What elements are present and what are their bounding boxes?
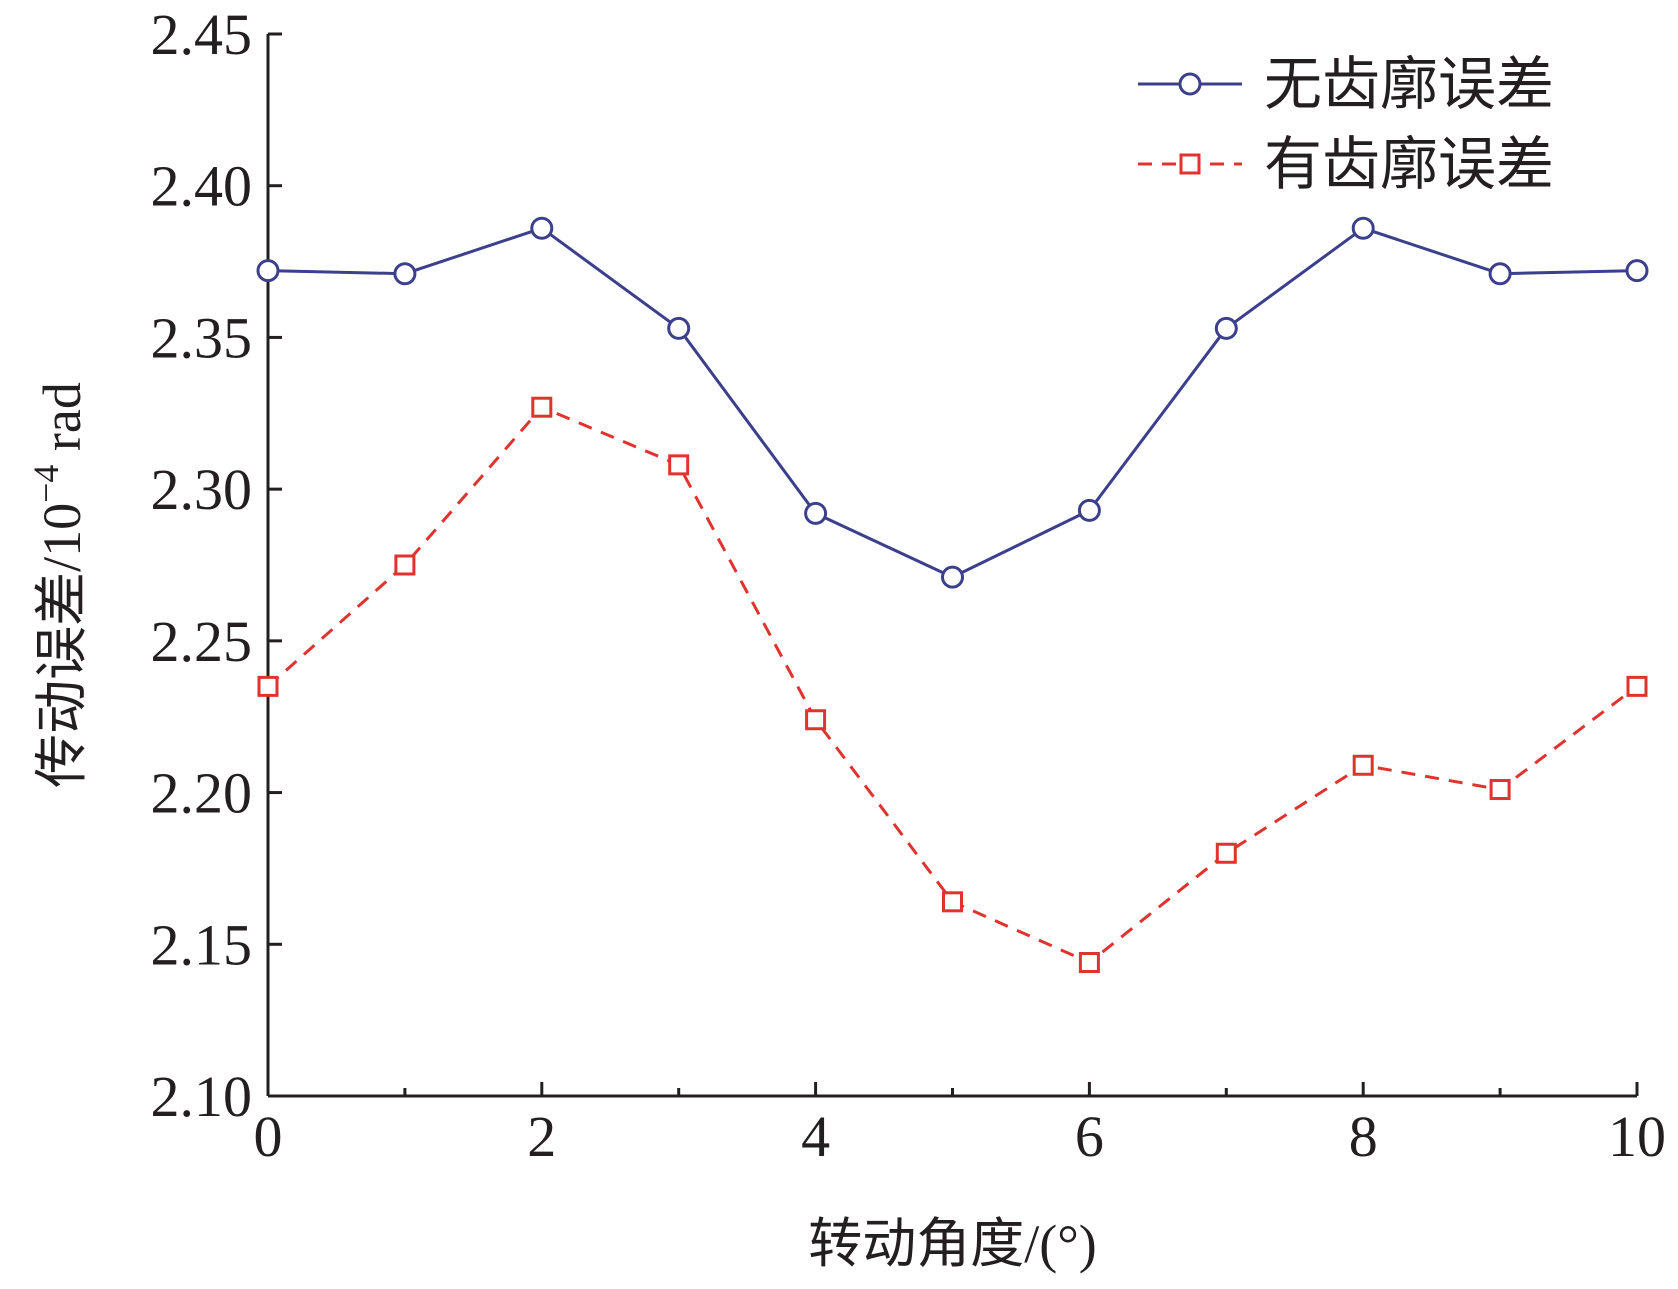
data-point [667, 316, 691, 340]
y-tick-label: 2.35 [151, 305, 253, 370]
y-axis-title: 传动误差/10−4 rad [26, 382, 92, 788]
data-point [1625, 259, 1649, 283]
y-tick-label: 2.20 [151, 761, 253, 826]
legend-marker [1179, 153, 1201, 175]
x-tick-label: 0 [254, 1104, 283, 1169]
y-ticks: 2.10 2.15 2.20 2.25 2.30 2.35 2.40 2.45 [151, 2, 282, 1129]
y-tick-label: 2.15 [151, 912, 253, 977]
y-axis-title-unit: rad [32, 382, 92, 464]
data-point [1078, 951, 1100, 973]
data-point [1351, 216, 1375, 240]
data-point [530, 216, 554, 240]
series-line [267, 405, 1638, 964]
data-point [256, 259, 280, 283]
data-point [941, 565, 964, 589]
series-2 [257, 396, 1648, 973]
series-1 [256, 216, 1649, 589]
data-point [805, 709, 827, 731]
data-point [257, 675, 279, 697]
y-axis-title-exponent: −4 [26, 465, 66, 503]
legend-item: 有齿廓误差 [1138, 132, 1554, 197]
x-tick-label: 8 [1349, 1104, 1378, 1169]
data-point [1488, 262, 1512, 286]
y-axis-title-main: 传动误差/10 [32, 503, 92, 788]
data-point [531, 396, 553, 418]
x-tick-label: 2 [527, 1104, 556, 1169]
series-layer [256, 216, 1649, 973]
svg-text:传动误差/10−4 rad: 传动误差/10−4 rad [26, 382, 92, 788]
x-axis-title: 转动角度/(°) [808, 1214, 1097, 1274]
legend-label: 有齿廓误差 [1264, 132, 1554, 197]
data-point [942, 891, 963, 913]
data-point [1489, 779, 1511, 801]
y-tick-label: 2.25 [151, 609, 253, 674]
x-ticks: 0 2 4 6 8 10 [254, 1082, 1666, 1169]
data-point [1626, 675, 1648, 697]
x-tick-label: 6 [1075, 1104, 1104, 1169]
y-tick-label: 2.10 [151, 1064, 253, 1129]
legend-item: 无齿廓误差 [1138, 52, 1554, 117]
legend-marker [1178, 72, 1202, 96]
x-tick-label: 10 [1608, 1104, 1666, 1169]
data-point [1215, 842, 1237, 864]
y-tick-label: 2.45 [151, 2, 253, 67]
data-point [394, 554, 416, 576]
data-point [393, 262, 417, 286]
y-tick-label: 2.30 [151, 457, 253, 522]
y-tick-label: 2.40 [151, 154, 253, 219]
data-point [668, 454, 690, 476]
x-tick-label: 4 [801, 1104, 830, 1169]
legend-label: 无齿廓误差 [1264, 52, 1554, 117]
data-point [804, 501, 828, 525]
data-point [1352, 754, 1374, 776]
data-point [1214, 316, 1238, 340]
series-line [267, 226, 1638, 579]
data-point [1077, 498, 1101, 522]
